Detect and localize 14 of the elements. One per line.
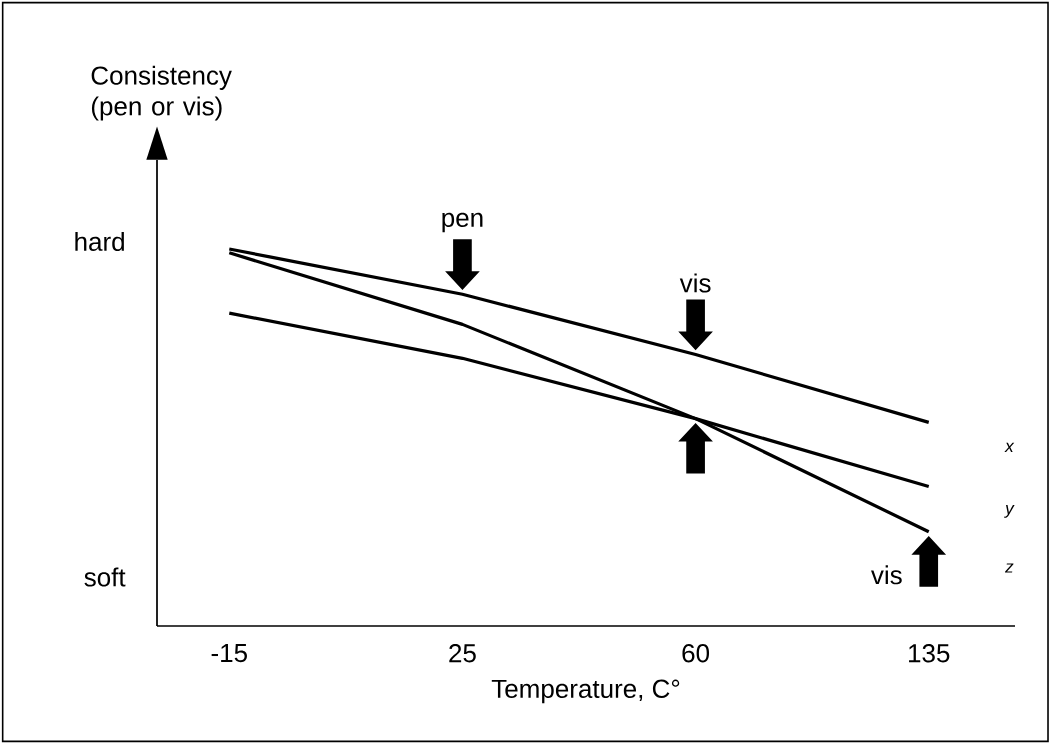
- annotation: vis: [871, 565, 902, 585]
- x-tick-label: -15: [211, 644, 247, 663]
- annotation: vis: [679, 273, 711, 293]
- text: x: [1004, 442, 1015, 452]
- text: hard: [75, 231, 124, 251]
- y-axis-title: Consistency (pen or vis): [91, 65, 232, 121]
- text: soft: [84, 567, 126, 587]
- x-tick-label: 60: [682, 644, 710, 663]
- text: z: [1004, 563, 1014, 573]
- x-tick-label: 25: [449, 644, 476, 663]
- text: y: [1004, 505, 1015, 518]
- x-tick-label: 135: [909, 644, 950, 663]
- x-axis-title: Temperature, C°: [491, 679, 680, 704]
- annotation: pen: [442, 212, 483, 233]
